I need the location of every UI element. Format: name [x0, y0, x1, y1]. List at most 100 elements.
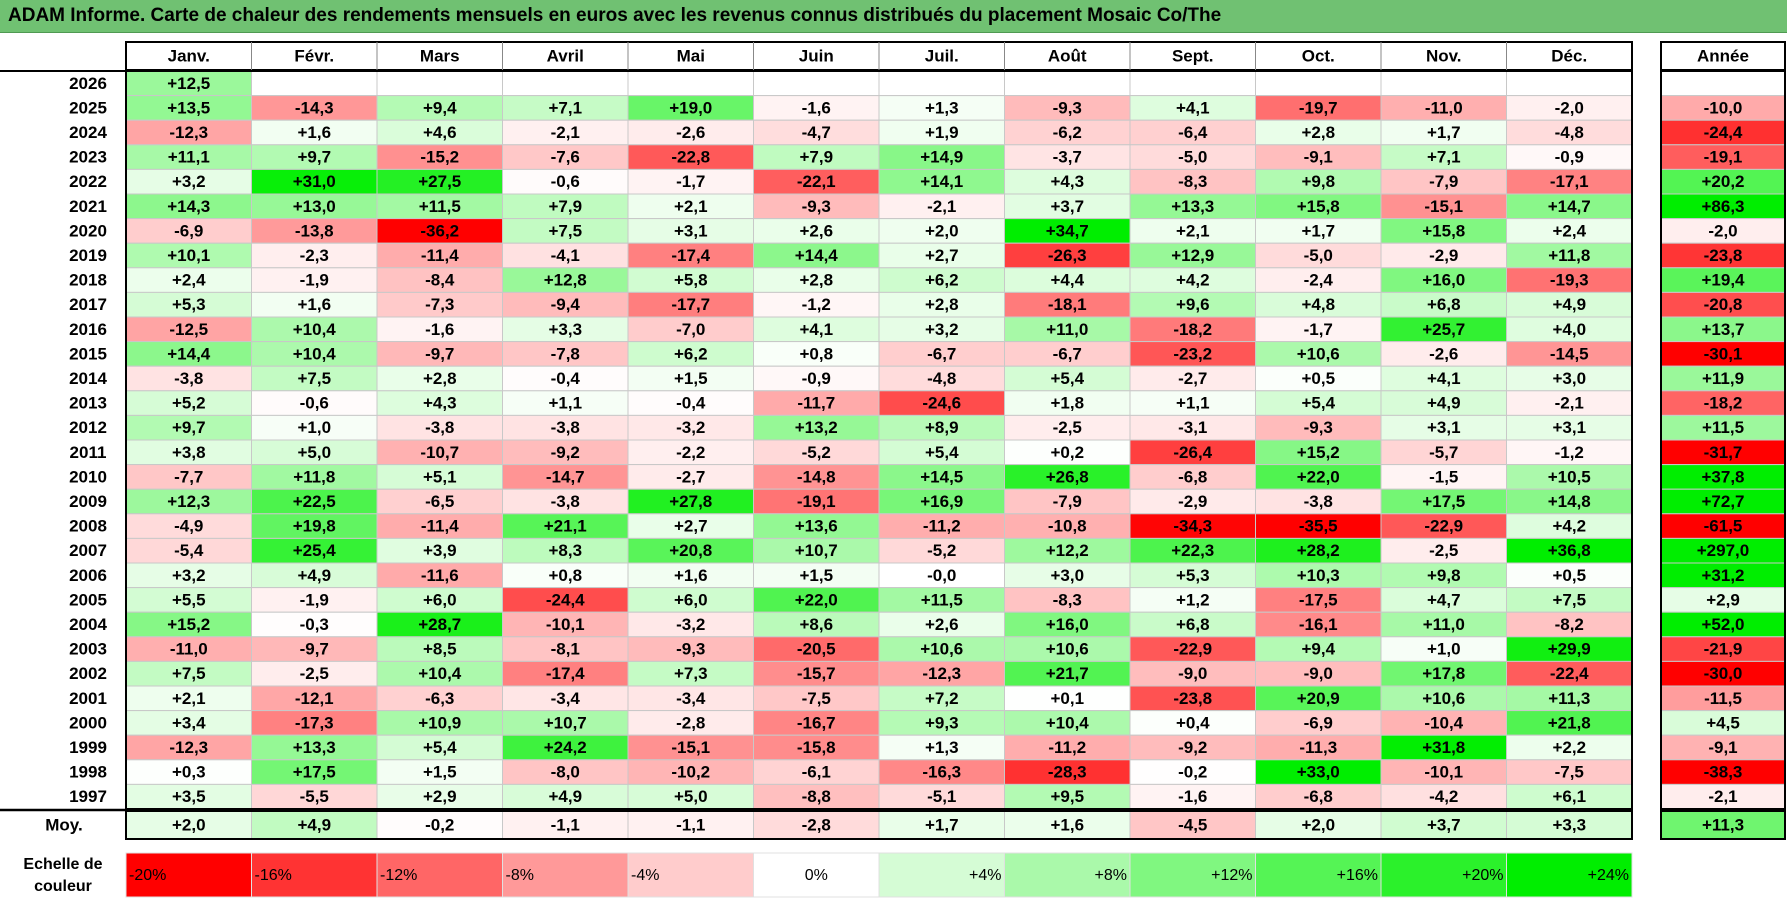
cell-value: +7,5 — [172, 664, 206, 683]
cell-value: +4,4 — [1050, 271, 1084, 290]
cell-value: +3,2 — [172, 566, 206, 585]
heatmap-cell — [1255, 119, 1382, 146]
cell-value: +7,5 — [297, 369, 331, 388]
heatmap-cell — [1506, 513, 1633, 539]
cell-value: -17,7 — [671, 295, 710, 314]
heatmap-cell — [878, 537, 1005, 564]
cell-value: -3,8 — [551, 418, 580, 437]
heatmap-cell — [1004, 242, 1131, 269]
cell-value: +3,1 — [1427, 418, 1461, 437]
heatmap-cell — [1380, 587, 1507, 613]
heatmap-cell — [753, 783, 880, 810]
cell-value: +2,1 — [1176, 221, 1210, 240]
heatmap-cell — [627, 562, 754, 589]
heatmap-cell — [627, 685, 754, 712]
year-label: 1998 — [69, 763, 107, 782]
cell-value: -17,3 — [295, 713, 334, 732]
cell-value: -11,4 — [421, 246, 459, 265]
cell-value: -7,7 — [174, 467, 203, 486]
heatmap-cell — [1380, 660, 1507, 687]
cell-value: +10,6 — [920, 640, 963, 659]
heatmap-cell — [753, 267, 880, 293]
cell-value: -2,1 — [927, 197, 956, 216]
cell-value: +24,2 — [544, 738, 587, 757]
cell-value: +10,4 — [1046, 713, 1090, 732]
heatmap-cell — [1004, 636, 1131, 662]
cell-value: +10,5 — [1548, 467, 1591, 486]
cell-value: +1,7 — [1301, 221, 1335, 240]
average-value: -4,5 — [1178, 815, 1207, 834]
heatmap-cell — [627, 193, 754, 220]
average-value: +2,0 — [172, 815, 206, 834]
heatmap-cell — [1004, 685, 1131, 712]
cell-value: -2,5 — [300, 664, 329, 683]
cell-value: +1,0 — [1427, 640, 1461, 659]
cell-value: -0,0 — [927, 566, 956, 585]
cell-value: -6,2 — [1053, 123, 1082, 142]
annual-value: +20,2 — [1701, 172, 1744, 191]
year-label: 2009 — [69, 492, 107, 511]
heatmap-cell — [753, 611, 880, 638]
cell-value: +2,8 — [925, 295, 959, 314]
year-label: 2022 — [69, 172, 107, 191]
cell-value: +9,4 — [423, 98, 457, 117]
average-value: +4,9 — [297, 815, 331, 834]
cell-value: +5,1 — [423, 467, 457, 486]
month-header: Mars — [420, 46, 460, 65]
annual-value: -9,1 — [1708, 738, 1737, 757]
heatmap-cell — [627, 734, 754, 761]
cell-value: -1,6 — [802, 98, 831, 117]
cell-value: +19,8 — [293, 517, 336, 536]
annual-value: +11,9 — [1702, 369, 1744, 388]
heatmap-cell — [878, 488, 1005, 515]
cell-value: -14,7 — [546, 467, 585, 486]
annual-value: +72,7 — [1701, 492, 1744, 511]
heatmap-cell — [125, 193, 252, 220]
heatmap-cell — [376, 316, 503, 343]
heatmap-cell — [125, 464, 252, 490]
cell-value: -12,1 — [295, 689, 334, 708]
cell-value: -9,3 — [676, 640, 705, 659]
cell-value: -2,1 — [1555, 394, 1584, 413]
cell-value: -2,1 — [551, 123, 580, 142]
cell-value: -7,8 — [551, 344, 580, 363]
heatmap-cell — [1129, 537, 1256, 564]
cell-value: -4,8 — [927, 369, 956, 388]
heatmap-cell — [1004, 710, 1131, 736]
cell-value: +2,0 — [925, 221, 959, 240]
annual-cell — [1660, 341, 1786, 367]
month-header: Oct. — [1302, 46, 1335, 65]
heatmap-cell — [376, 660, 503, 687]
cell-value: -5,2 — [802, 443, 831, 462]
annual-header: Année — [1697, 46, 1749, 65]
heatmap-cell — [1004, 759, 1131, 785]
title-bar: ADAM Informe. Carte de chaleur des rende… — [0, 0, 1787, 33]
cell-value: +6,1 — [1552, 787, 1586, 806]
year-label: 2014 — [69, 369, 107, 388]
cell-value: -11,0 — [1425, 98, 1463, 117]
color-scale-label: Echelle de — [23, 856, 102, 873]
heatmap-cell — [1380, 513, 1507, 539]
annual-cell — [1660, 611, 1786, 638]
cell-value: -2,6 — [1429, 344, 1458, 363]
heatmap-cell — [627, 291, 754, 318]
year-label: 2013 — [69, 394, 107, 413]
cell-value: +21,1 — [544, 517, 587, 536]
cell-value: +9,7 — [172, 418, 206, 437]
cell-value: +11,5 — [921, 590, 963, 609]
cell-value: -4,8 — [1555, 123, 1584, 142]
year-label: 2007 — [69, 541, 107, 560]
cell-value: +19,0 — [669, 98, 712, 117]
color-scale-tick: -20% — [129, 867, 166, 884]
cell-value: -8,8 — [802, 787, 831, 806]
cell-value: +3,3 — [548, 320, 582, 339]
heatmap-cell — [627, 218, 754, 244]
heatmap-cell — [1255, 562, 1382, 589]
cell-value: -8,2 — [1555, 615, 1584, 634]
cell-value: +14,7 — [1548, 197, 1591, 216]
cell-value: +4,1 — [1176, 98, 1210, 117]
heatmap-cell — [125, 242, 252, 269]
cell-value: -34,3 — [1173, 517, 1212, 536]
annual-value: +11,5 — [1702, 418, 1744, 437]
